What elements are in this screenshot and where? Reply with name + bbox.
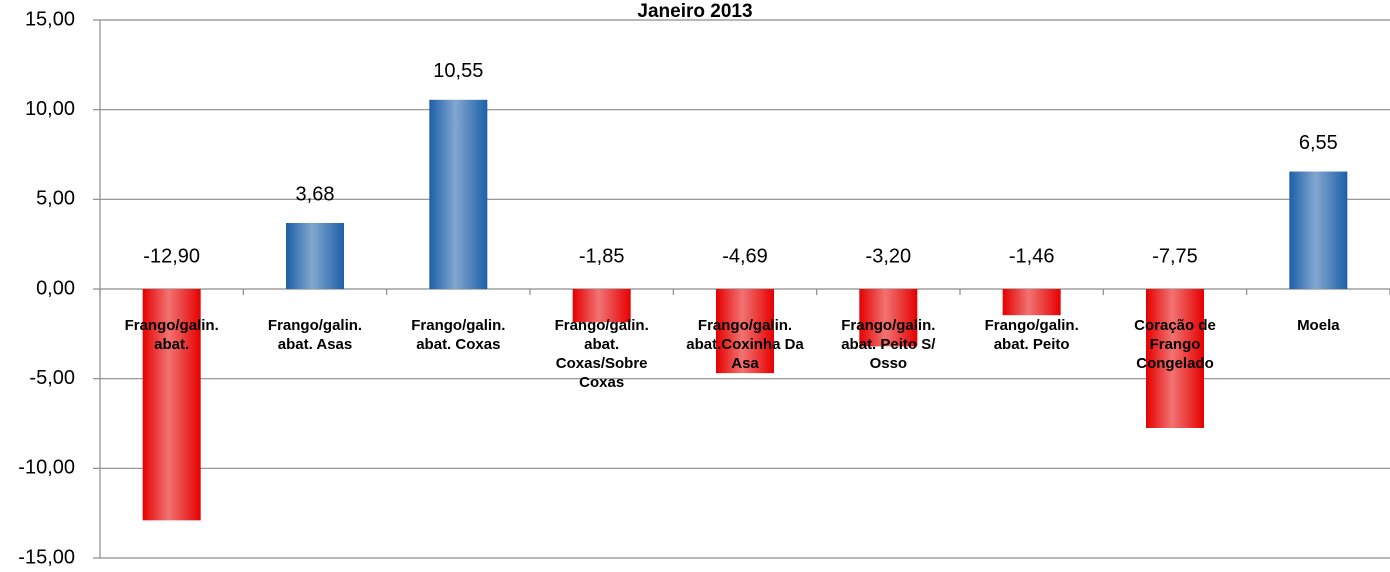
data-label: 10,55 — [433, 60, 483, 82]
data-label: -1,85 — [579, 245, 625, 267]
x-tick-label: Frango/galin. abat. Peito — [984, 317, 1079, 353]
y-tick-label: -5,00 — [29, 367, 75, 389]
x-tick-label: Frango/galin. abat. — [124, 317, 219, 353]
y-tick-label: 5,00 — [36, 188, 75, 210]
x-tick-label: Frango/galin. abat. Peito S/ Osso — [841, 317, 936, 372]
bar — [1002, 289, 1061, 316]
y-tick-label: -10,00 — [18, 457, 75, 479]
x-tick-label: Frango/galin. abat. Asas — [267, 317, 363, 353]
y-tick-label: 10,00 — [25, 98, 75, 120]
bar — [142, 289, 201, 521]
bar — [429, 99, 488, 289]
data-label: -3,20 — [866, 245, 912, 267]
y-tick-label: -15,00 — [18, 546, 75, 568]
bar — [716, 289, 774, 374]
y-tick-label: 15,00 — [25, 8, 75, 30]
x-tick-label: Frango/galin. abat.Coxinha Da Asa — [686, 317, 804, 372]
bar — [572, 289, 631, 323]
bar — [286, 223, 344, 289]
x-tick-label: Moela — [1297, 317, 1340, 334]
chart-title: Janeiro 2013 — [637, 1, 752, 22]
bar — [1146, 289, 1204, 428]
data-label: -7,75 — [1152, 245, 1198, 267]
y-tick-label: 0,00 — [36, 277, 75, 299]
data-label: -12,90 — [143, 245, 200, 267]
bar — [1289, 171, 1348, 289]
data-label: 6,55 — [1299, 132, 1338, 154]
x-tick-label: Frango/galin. abat. Coxas/Sobre Coxas — [554, 317, 649, 391]
data-label: -1,46 — [1009, 245, 1055, 267]
data-label: 3,68 — [296, 183, 335, 205]
x-tick-label: Frango/galin. abat. Coxas — [411, 317, 506, 353]
bar — [859, 289, 918, 347]
data-label: -4,69 — [722, 245, 768, 267]
x-tick-label: Coração de Frango Congelado — [1134, 317, 1216, 372]
